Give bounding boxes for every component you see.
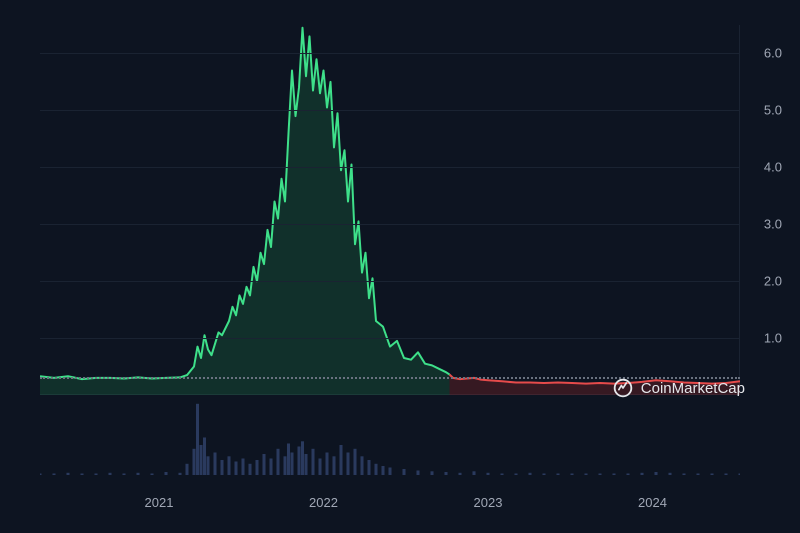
volume-bar [529,473,532,475]
volume-bar [557,474,560,476]
volume-bar [697,474,700,476]
volume-bar [319,459,322,476]
gridline [40,281,740,282]
volume-bar [571,474,574,476]
y-tick-label: 4.0 [764,160,782,175]
gridline [40,224,740,225]
volume-bar [354,449,357,475]
volume-bar [613,474,616,476]
volume-bar [501,474,504,476]
volume-bar [53,474,56,476]
watermark-text: CoinMarketCap [641,380,745,397]
volume-bar [249,464,252,475]
volume-bar [403,469,406,475]
volume-bar [242,459,245,476]
x-tick-label: 2022 [309,495,338,510]
volume-bar [375,464,378,475]
volume-bar [417,471,420,476]
volume-bar [284,456,287,475]
volume-bar [543,474,546,476]
volume-bar [599,474,602,476]
y-tick-label: 1.0 [764,331,782,346]
volume-bar [641,473,644,475]
volume-bar [221,460,224,475]
volume-bar [137,473,140,475]
y-tick-label: 2.0 [764,274,782,289]
x-tick-label: 2023 [474,495,503,510]
volume-bar [473,471,476,475]
volume-bar [228,456,231,475]
volume-bar [287,444,290,476]
volume-bar [431,471,434,475]
volume-bar [270,459,273,476]
volume-bar [298,447,301,476]
volume-bar [81,474,84,476]
volume-bar [263,454,266,475]
gridline [40,53,740,54]
volume-bar [739,474,741,476]
gridline [40,167,740,168]
watermark: CoinMarketCap [613,378,745,398]
volume-bar [333,456,336,475]
volume-bar [683,474,686,476]
price-svg [40,25,740,395]
volume-bar [361,456,364,475]
volume-bar [165,472,168,475]
volume-bar [186,464,189,475]
volume-bar [277,449,280,475]
volume-svg [40,400,740,475]
volume-bar [214,453,217,476]
volume-bar [301,441,304,475]
volume-bar [711,474,714,476]
y-tick-label: 6.0 [764,46,782,61]
volume-bar [445,472,448,475]
volume-bar [196,404,199,475]
volume-bar [655,472,658,475]
volume-bar [123,474,126,476]
volume-bar [515,474,518,476]
volume-bar [340,445,343,475]
volume-bar [585,474,588,476]
volume-bar [305,454,308,475]
gridline [40,338,740,339]
volume-bar [67,473,70,475]
volume-bar [669,473,672,475]
x-tick-label: 2024 [638,495,667,510]
volume-bar [235,462,238,476]
volume-bar [179,473,182,475]
volume-bar [627,474,630,476]
x-tick-label: 2021 [145,495,174,510]
volume-bar [203,438,206,476]
volume-bar [256,460,259,475]
volume-bar [291,453,294,476]
volume-bar [368,460,371,475]
coinmarketcap-icon [613,378,633,398]
price-chart[interactable]: 1.02.03.04.05.06.02021202220232024 [40,25,740,395]
y-tick-label: 3.0 [764,217,782,232]
volume-bar [207,456,210,475]
volume-chart [40,400,740,475]
volume-bar [193,449,196,475]
volume-bar [95,474,98,476]
volume-bar [151,474,154,476]
volume-bar [347,453,350,476]
y-tick-label: 5.0 [764,103,782,118]
volume-bar [40,474,42,476]
volume-bar [487,473,490,475]
volume-bar [389,468,392,476]
volume-bar [312,449,315,475]
volume-bar [326,453,329,476]
volume-bar [382,466,385,475]
volume-bar [459,473,462,475]
volume-bar [109,473,112,475]
volume-bar [200,445,203,475]
gridline [40,110,740,111]
volume-bar [725,474,728,476]
